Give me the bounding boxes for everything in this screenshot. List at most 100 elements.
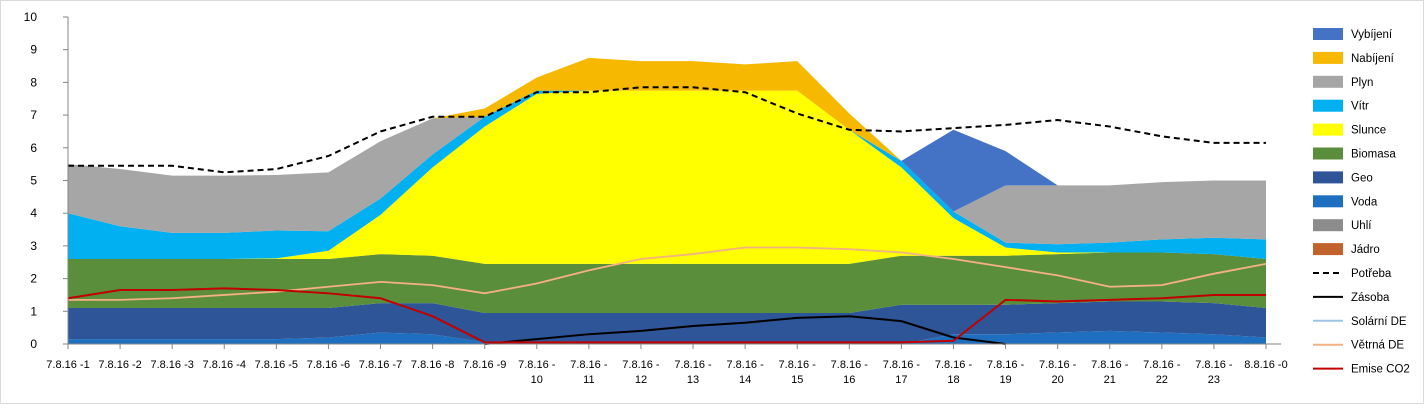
legend-label: Slunce: [1351, 125, 1386, 137]
x-tick-label: 10: [531, 374, 543, 386]
area-vitr: [68, 90, 1266, 259]
x-tick-label: 7.8.16 -: [831, 359, 869, 371]
legend-label: Biomasa: [1351, 149, 1396, 161]
line-series: [67, 86, 1267, 345]
legend-label: Zásoba: [1351, 292, 1390, 304]
y-tick-label: 3: [30, 239, 37, 253]
y-tick-label: 4: [30, 206, 37, 220]
legend-label: Větrná DE: [1351, 340, 1404, 352]
x-tick-label: 15: [791, 374, 803, 386]
x-tick-label: 7.8.16 -: [1195, 359, 1233, 371]
legend-item-solarni-de: Solární DE: [1313, 316, 1407, 328]
legend-label: Solární DE: [1351, 316, 1407, 328]
legend-label: Voda: [1351, 196, 1378, 208]
y-tick-label: 0: [30, 337, 37, 351]
legend-swatch: [1313, 195, 1343, 208]
x-tick-label: 7.8.16 -: [726, 359, 764, 371]
x-tick-label: 8.8.16 -0: [1244, 359, 1287, 371]
legend-swatch: [1313, 171, 1343, 184]
x-tick-label: 18: [947, 374, 959, 386]
x-tick-label: 20: [1052, 374, 1064, 386]
y-tick-label: 1: [30, 304, 37, 318]
legend-swatch: [1313, 243, 1343, 256]
x-tick-label: 7.8.16 -3: [150, 359, 193, 371]
area-vybijeni: [68, 90, 1266, 212]
legend-label: Uhlí: [1351, 220, 1372, 232]
x-tick-label: 7.8.16 -5: [255, 359, 298, 371]
area-geo: [68, 301, 1266, 344]
y-tick-label: 7: [30, 108, 37, 122]
area-plyn: [68, 90, 1266, 245]
y-tick-label: 2: [30, 272, 37, 286]
legend-item-jadro: Jádro: [1313, 243, 1380, 256]
legend-label: Potřeba: [1351, 268, 1392, 280]
legend-swatch: [1313, 51, 1343, 64]
area-slunce: [68, 90, 1266, 264]
x-tick-label: 7.8.16 -8: [411, 359, 454, 371]
x-tick-label: 7.8.16 -: [883, 359, 921, 371]
x-tick-label: 7.8.16 -4: [203, 359, 246, 371]
legend-item-voda: Voda: [1313, 195, 1378, 208]
area-nabijeni: [68, 57, 1266, 186]
legend-item-nabijeni: Nabíjení: [1313, 51, 1395, 65]
line-zasoba: [484, 315, 1006, 345]
legend-item-slunce: Slunce: [1313, 123, 1386, 137]
y-tick-label: 6: [30, 141, 37, 155]
legend-item-vybijeni: Vybíjení: [1313, 28, 1393, 41]
x-tick-label: 7.8.16 -: [622, 359, 660, 371]
legend-item-geo: Geo: [1313, 171, 1373, 184]
x-tick-label: 14: [739, 374, 751, 386]
legend-label: Emise CO2: [1351, 364, 1410, 376]
legend: Vybíjení Nabíjení Plyn Vítr Slunce Biomasa Geo…: [1313, 28, 1410, 376]
legend-item-vetrna-de: Větrná DE: [1313, 340, 1404, 352]
legend-label: Vybíjení: [1351, 29, 1393, 41]
x-tick-label: 7.8.16 -1: [46, 359, 89, 371]
legend-label: Nabíjení: [1351, 53, 1395, 65]
x-tick-label: 7.8.16 -: [987, 359, 1025, 371]
line-vetrna-de: [68, 246, 1267, 301]
x-tick-label: 19: [999, 374, 1011, 386]
legend-item-biomasa: Biomasa: [1313, 147, 1396, 161]
x-tick-label: 7.8.16 -: [1091, 359, 1129, 371]
y-tick-label: 8: [30, 75, 37, 89]
x-tick-label: 12: [635, 374, 647, 386]
x-tick-label: 7.8.16 -6: [307, 359, 350, 371]
x-tick-label: 7.8.16 -: [1039, 359, 1077, 371]
x-tick-label: 23: [1208, 374, 1220, 386]
legend-label: Plyn: [1351, 77, 1373, 89]
x-tick-label: 11: [583, 374, 594, 386]
x-tick-label: 7.8.16 -7: [359, 359, 402, 371]
legend-label: Geo: [1351, 172, 1373, 184]
x-tick-label: 7.8.16 -: [935, 359, 973, 371]
x-tick-label: 7.8.16 -: [1143, 359, 1181, 371]
x-tick-label: 17: [895, 374, 907, 386]
x-tick-label: 7.8.16 -: [779, 359, 817, 371]
legend-item-potreba: Potřeba: [1313, 268, 1392, 280]
legend-label: Vítr: [1351, 101, 1369, 113]
x-tick-label: 7.8.16 -: [518, 359, 556, 371]
x-tick-label: 16: [843, 374, 855, 386]
legend-swatch: [1313, 219, 1343, 232]
legend-item-uhli: Uhlí: [1313, 219, 1372, 232]
x-tick-label: 22: [1156, 374, 1168, 386]
legend-swatch: [1313, 28, 1343, 40]
legend-swatch: [1313, 99, 1343, 112]
legend-item-plyn: Plyn: [1313, 75, 1373, 89]
legend-swatch: [1313, 123, 1343, 136]
y-tick-label: 10: [24, 10, 38, 24]
x-tick-label: 13: [687, 374, 699, 386]
y-tick-label: 5: [30, 174, 37, 188]
x-tick-label: 21: [1104, 374, 1116, 386]
y-tick-label: 9: [30, 43, 37, 57]
line-potreba: [68, 86, 1266, 174]
legend-label: Jádro: [1351, 244, 1380, 256]
legend-item-zasoba: Zásoba: [1313, 292, 1390, 304]
line-emise-co2: [67, 287, 1266, 344]
legend-swatch: [1313, 75, 1343, 88]
x-tick-label: 7.8.16 -9: [463, 359, 506, 371]
x-tick-label: 7.8.16 -: [674, 359, 712, 371]
legend-item-emise-co2: Emise CO2: [1313, 364, 1410, 376]
